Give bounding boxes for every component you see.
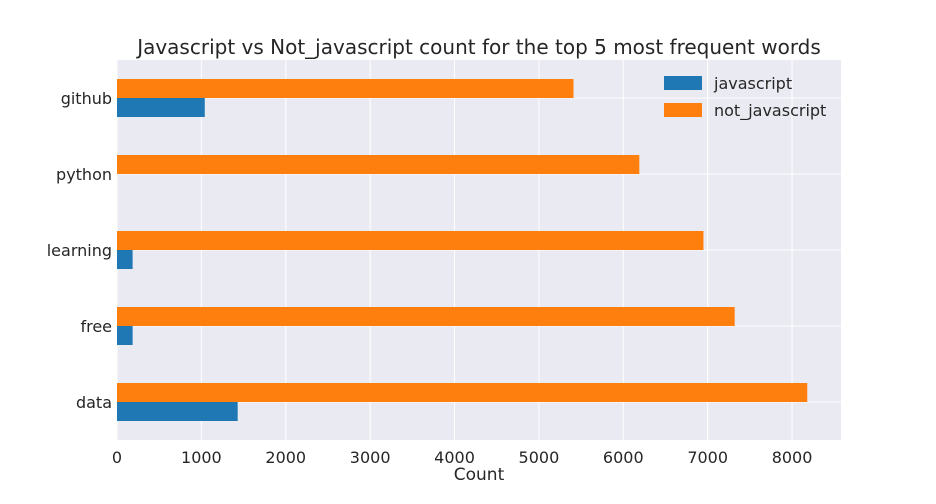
x-tick-label: 5000 — [519, 448, 560, 467]
bar-not_javascript-python — [117, 155, 640, 174]
legend-label-javascript: javascript — [713, 74, 792, 93]
bar-javascript-learning — [117, 250, 133, 269]
y-tick-label: learning — [47, 241, 112, 260]
bar-javascript-free — [117, 326, 133, 345]
y-tick-label: python — [56, 165, 112, 184]
y-tick-label: data — [76, 393, 112, 412]
x-tick-label: 1000 — [181, 448, 222, 467]
bar-not_javascript-github — [117, 79, 574, 98]
x-tick-label: 6000 — [603, 448, 644, 467]
legend-label-not_javascript: not_javascript — [714, 101, 826, 121]
y-tick-labels: data free learning python github — [47, 89, 112, 412]
bars — [117, 79, 808, 421]
bar-not_javascript-learning — [117, 231, 704, 250]
legend-swatch-javascript — [664, 76, 702, 90]
bar-not_javascript-data — [117, 383, 808, 402]
x-axis-label: Count — [454, 465, 505, 485]
chart-title: Javascript vs Not_javascript count for t… — [135, 35, 821, 59]
x-tick-label: 2000 — [265, 448, 306, 467]
bar-not_javascript-free — [117, 307, 735, 326]
bar-javascript-data — [117, 402, 238, 421]
x-tick-label: 4000 — [434, 448, 475, 467]
x-tick-label: 3000 — [350, 448, 391, 467]
legend: javascript not_javascript — [664, 74, 826, 121]
x-tick-label: 7000 — [687, 448, 728, 467]
legend-swatch-not_javascript — [664, 103, 702, 117]
y-tick-label: github — [61, 89, 112, 108]
bar-javascript-github — [117, 98, 205, 117]
y-tick-label: free — [80, 317, 112, 336]
x-tick-label: 8000 — [772, 448, 813, 467]
x-tick-labels: 0 1000 2000 3000 4000 5000 6000 7000 8000 — [112, 448, 813, 467]
x-tick-label: 0 — [112, 448, 122, 467]
